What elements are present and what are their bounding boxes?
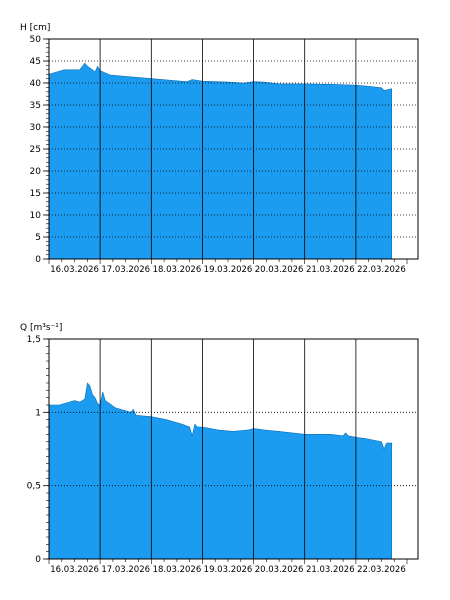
x-tick-label: 17.03.2026 bbox=[101, 265, 150, 275]
x-tick-label: 20.03.2026 bbox=[255, 265, 304, 275]
y-tick-label: 0 bbox=[35, 255, 41, 265]
x-ticks: 16.03.2026 17.03.2026 18.03.2026 19.03.2026… bbox=[48, 559, 408, 575]
x-tick-label: 21.03.2026 bbox=[306, 265, 355, 275]
y-tick-label: 40 bbox=[30, 79, 42, 89]
series-area bbox=[48, 382, 392, 560]
x-tick-label: 22.03.2026 bbox=[357, 265, 406, 275]
area-layer bbox=[48, 62, 392, 260]
x-tick-label: 17.03.2026 bbox=[101, 565, 150, 575]
y-tick-label: 0 bbox=[35, 555, 41, 565]
y-tick-label: 20 bbox=[30, 167, 42, 177]
chart-water-level: H [cm] 0 5 10 15 20 25 30 35 40 45 50 16.03.2026 17… bbox=[20, 23, 419, 275]
x-tick-label: 21.03.2026 bbox=[306, 565, 355, 575]
area-layer bbox=[48, 382, 392, 560]
y-axis-label: Q [m³s⁻¹] bbox=[20, 323, 62, 333]
x-tick-label: 16.03.2026 bbox=[50, 265, 99, 275]
y-axis-label: H [cm] bbox=[20, 23, 50, 33]
y-tick-label: 35 bbox=[30, 101, 41, 111]
x-tick-label: 19.03.2026 bbox=[204, 565, 253, 575]
y-ticks: 0 0,5 1 1,5 bbox=[27, 335, 49, 565]
x-ticks: 16.03.2026 17.03.2026 18.03.2026 19.03.2026… bbox=[48, 259, 408, 275]
grid-layer bbox=[49, 39, 418, 259]
y-tick-label: 1 bbox=[35, 408, 41, 418]
series-area bbox=[48, 62, 392, 260]
x-tick-label: 16.03.2026 bbox=[50, 565, 99, 575]
y-tick-label: 1,5 bbox=[27, 335, 41, 345]
grid-layer bbox=[49, 339, 418, 559]
chart-discharge: Q [m³s⁻¹] 00,511,5 16.03.2026 17.03.2026 1… bbox=[20, 323, 419, 575]
x-tick-label: 18.03.2026 bbox=[153, 565, 202, 575]
x-tick-label: 19.03.2026 bbox=[204, 265, 253, 275]
y-tick-label: 30 bbox=[30, 123, 42, 133]
x-tick-label: 18.03.2026 bbox=[153, 265, 202, 275]
y-tick-label: 50 bbox=[30, 35, 42, 45]
y-tick-label: 0,5 bbox=[27, 482, 41, 492]
x-tick-label: 20.03.2026 bbox=[255, 565, 304, 575]
x-tick-label: 22.03.2026 bbox=[357, 565, 406, 575]
y-tick-label: 5 bbox=[35, 233, 41, 243]
y-tick-label: 15 bbox=[30, 189, 41, 199]
y-tick-label: 25 bbox=[30, 145, 41, 155]
y-tick-label: 45 bbox=[30, 57, 41, 67]
y-ticks: 0 5 10 15 20 25 30 35 40 45 50 bbox=[30, 35, 49, 265]
y-tick-label: 10 bbox=[30, 211, 42, 221]
